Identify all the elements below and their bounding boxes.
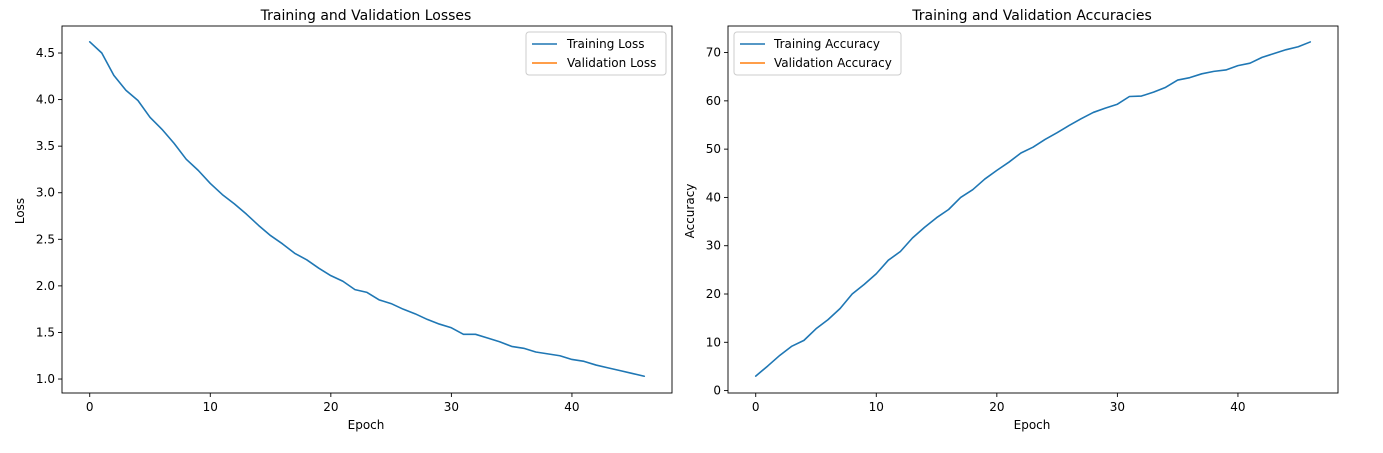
loss-chart-title: Training and Validation Losses [260, 8, 472, 24]
loss-series-line-training-loss [88, 41, 646, 378]
loss-y-tick-label: 2.5 [36, 232, 55, 246]
accuracy-y-tick-label: 50 [706, 142, 721, 156]
accuracy-x-tick-label: 0 [752, 400, 760, 414]
accuracy-legend: Training Accuracy Validation Accuracy [733, 31, 902, 76]
accuracy-x-tick-label: 20 [989, 400, 1004, 414]
accuracy-series [754, 41, 1312, 377]
loss-y-axis-label: Loss [13, 198, 27, 224]
loss-legend-frame [525, 31, 667, 76]
accuracy-y-tick-label: 0 [713, 384, 721, 398]
accuracy-x-tick-label: 30 [1110, 400, 1125, 414]
accuracy-y-tick-label: 20 [706, 287, 721, 301]
loss-y-tick-label: 3.0 [36, 186, 55, 200]
loss-y-tick-label: 2.0 [36, 279, 55, 293]
accuracy-y-tick-label: 40 [706, 190, 721, 204]
accuracy-chart-title: Training and Validation Accuracies [911, 8, 1152, 24]
loss-series [88, 41, 646, 378]
loss-x-tick-label: 10 [203, 400, 218, 414]
accuracy-y-tick-label: 30 [706, 239, 721, 253]
accuracy-legend-label-training: Training Accuracy [773, 37, 880, 51]
accuracy-y-tick-label: 70 [706, 46, 721, 60]
accuracy-chart: Training and Validation Accuracies 0 10 20… [683, 8, 1339, 432]
accuracy-x-axis-label: Epoch [1014, 418, 1051, 432]
loss-x-tick-label: 0 [86, 400, 94, 414]
loss-x-tick-label: 30 [444, 400, 459, 414]
loss-x-tick-label: 20 [323, 400, 338, 414]
accuracy-y-tick-label: 10 [706, 335, 721, 349]
loss-y-ticks: 1.0 1.5 2.0 2.5 3.0 3.5 4.0 4.5 [36, 46, 62, 386]
accuracy-y-tick-label: 60 [706, 94, 721, 108]
loss-y-tick-label: 4.5 [36, 46, 55, 60]
accuracy-y-axis-label: Accuracy [683, 184, 697, 239]
accuracy-legend-label-validation: Validation Accuracy [774, 56, 892, 70]
accuracy-x-ticks: 0 10 20 30 40 [752, 393, 1246, 414]
loss-y-tick-label: 4.0 [36, 93, 55, 107]
loss-x-ticks: 0 10 20 30 40 [86, 393, 580, 414]
loss-legend-label-training: Training Loss [566, 37, 644, 51]
loss-y-tick-label: 1.5 [36, 325, 55, 339]
accuracy-series-line-training-accuracy [754, 41, 1312, 377]
loss-legend-label-validation: Validation Loss [567, 56, 656, 70]
accuracy-x-tick-label: 40 [1230, 400, 1245, 414]
loss-legend: Training Loss Validation Loss [525, 31, 667, 76]
loss-x-tick-label: 40 [564, 400, 579, 414]
accuracy-y-ticks: 0 10 20 30 40 50 60 70 [706, 46, 728, 398]
accuracy-legend-frame [733, 31, 902, 76]
accuracy-x-tick-label: 10 [869, 400, 884, 414]
loss-plot-area [61, 25, 673, 394]
loss-chart: Training and Validation Losses 0 10 20 30 40… [13, 8, 673, 432]
loss-y-tick-label: 3.5 [36, 139, 55, 153]
loss-y-tick-label: 1.0 [36, 372, 55, 386]
loss-x-axis-label: Epoch [348, 418, 385, 432]
accuracy-plot-area [727, 25, 1339, 394]
